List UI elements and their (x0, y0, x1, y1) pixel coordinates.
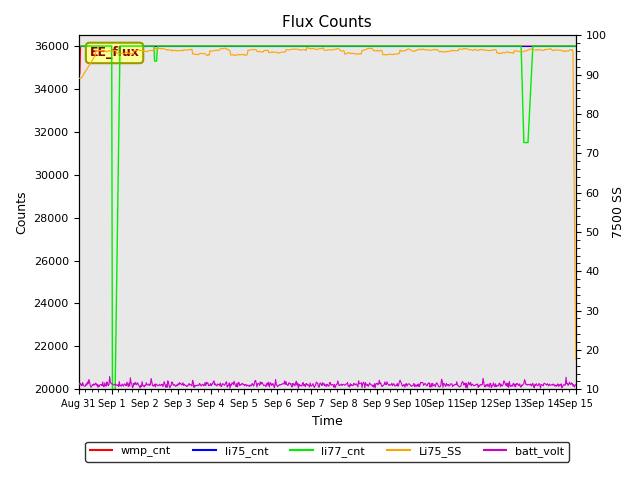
Legend: wmp_cnt, li75_cnt, li77_cnt, Li75_SS, batt_volt: wmp_cnt, li75_cnt, li77_cnt, Li75_SS, ba… (85, 442, 569, 462)
Y-axis label: Counts: Counts (15, 191, 28, 234)
X-axis label: Time: Time (312, 415, 342, 428)
Y-axis label: 7500 SS: 7500 SS (612, 186, 625, 238)
Title: Flux Counts: Flux Counts (282, 15, 372, 30)
Text: EE_flux: EE_flux (90, 47, 140, 60)
